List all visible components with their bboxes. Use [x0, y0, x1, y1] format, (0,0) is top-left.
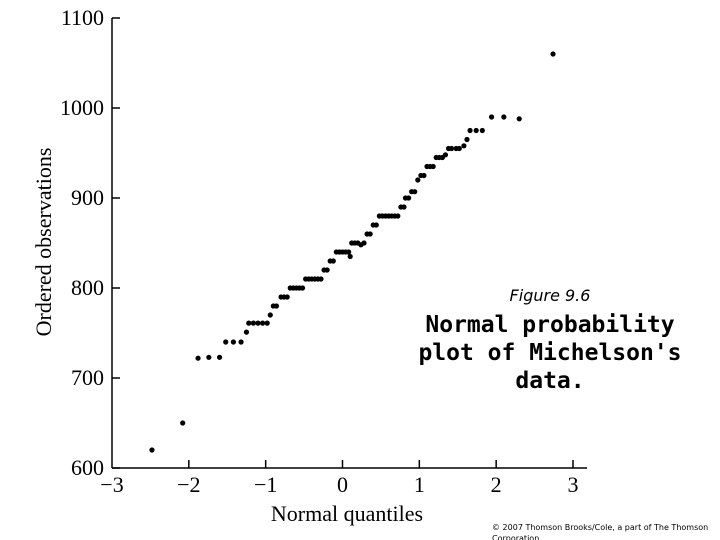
figure-title-line: Normal probability [425, 312, 675, 338]
data-point [395, 213, 401, 219]
x-tick-label: −1 [254, 472, 277, 497]
y-tick-label: 600 [71, 455, 104, 480]
data-point [149, 447, 155, 453]
data-point [464, 136, 470, 143]
x-tick-label: 2 [491, 472, 502, 497]
data-point [324, 267, 330, 273]
data-point [367, 231, 373, 237]
data-point [255, 320, 261, 326]
data-point [430, 163, 436, 170]
y-tick-label: 900 [71, 185, 104, 210]
data-point [246, 320, 252, 326]
data-point [449, 145, 455, 152]
data-point [415, 177, 421, 183]
data-point [461, 143, 467, 149]
data-point [230, 339, 236, 345]
x-tick-label: 0 [337, 472, 348, 497]
data-point [299, 285, 306, 291]
y-axis-title: Ordered observations [31, 148, 56, 337]
data-point [346, 249, 352, 255]
data-point [223, 339, 229, 345]
figure-number: Figure 9.6 [509, 286, 591, 305]
data-point [238, 339, 244, 345]
x-tick-label: −2 [177, 472, 200, 497]
data-point [267, 312, 273, 318]
data-point [273, 303, 280, 309]
data-point [479, 127, 485, 134]
data-point [488, 114, 495, 120]
data-point [442, 152, 449, 158]
y-ticks: 600 700 800 900 1000 1100 [60, 5, 120, 480]
data-point [347, 253, 353, 260]
data-point [195, 355, 201, 361]
data-point [412, 189, 418, 195]
data-point [405, 195, 412, 201]
data-point [330, 258, 336, 264]
data-point [467, 127, 473, 134]
data-point [259, 320, 266, 326]
data-point [516, 116, 522, 122]
y-tick-label: 1100 [61, 5, 104, 30]
data-point [373, 222, 379, 228]
data-point [180, 420, 186, 426]
y-tick-label: 700 [71, 365, 104, 390]
x-ticks: −3 −2 −1 0 1 2 3 [100, 460, 579, 497]
data-point [401, 204, 407, 210]
copyright-notice: © 2007 Thomson Brooks/Cole, a part of Th… [492, 523, 709, 540]
data-point [284, 294, 290, 300]
figure-title: Normal probability plot of Michelson's d… [410, 311, 690, 395]
x-axis-title: Normal quantiles [271, 501, 423, 526]
data-point [421, 172, 427, 179]
data-point [550, 51, 556, 57]
x-tick-label: 3 [568, 472, 579, 497]
data-point [318, 276, 324, 282]
x-tick-label: 1 [414, 472, 425, 497]
data-point [250, 320, 256, 326]
x-tick-label: −3 [100, 472, 123, 497]
data-point [501, 114, 507, 120]
data-point [361, 240, 367, 246]
data-point [243, 329, 250, 335]
data-point [473, 127, 479, 134]
data-point [216, 354, 223, 360]
y-tick-label: 1000 [60, 95, 104, 120]
data-points [149, 51, 556, 453]
figure-title-line: plot of Michelson's [418, 340, 682, 366]
data-point [206, 354, 212, 360]
y-tick-label: 800 [71, 275, 104, 300]
figure-title-line: data. [515, 368, 585, 394]
data-point [264, 320, 270, 326]
figure-caption: Figure 9.6 Normal probability plot of Mi… [410, 286, 690, 395]
axes [111, 18, 587, 469]
data-point [456, 145, 462, 152]
